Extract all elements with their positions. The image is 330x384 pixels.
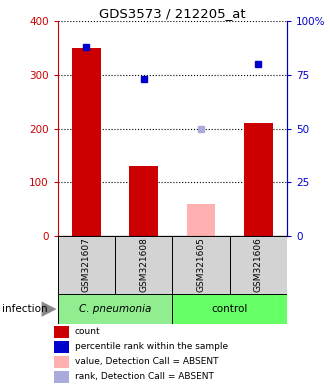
Text: rank, Detection Call = ABSENT: rank, Detection Call = ABSENT [75,372,214,381]
Text: GSM321608: GSM321608 [139,238,148,292]
Text: infection: infection [2,304,47,314]
Text: GSM321607: GSM321607 [82,238,91,292]
Text: count: count [75,328,100,336]
Polygon shape [42,301,57,317]
Text: value, Detection Call = ABSENT: value, Detection Call = ABSENT [75,357,218,366]
Bar [54,371,69,382]
Bar [115,236,172,294]
Bar [244,123,273,236]
Bar [187,204,215,236]
Text: GSM321605: GSM321605 [197,238,206,292]
Bar [72,48,101,236]
Title: GDS3573 / 212205_at: GDS3573 / 212205_at [99,7,246,20]
Bar [230,236,287,294]
Bar [54,356,69,367]
Bar [58,294,172,324]
Bar [129,166,158,236]
Bar [58,236,115,294]
Text: GSM321606: GSM321606 [254,238,263,292]
Bar [172,236,230,294]
Bar [54,326,69,338]
Text: C. pneumonia: C. pneumonia [79,304,151,314]
Bar [172,294,287,324]
Text: percentile rank within the sample: percentile rank within the sample [75,342,228,351]
Text: control: control [212,304,248,314]
Bar [54,341,69,353]
